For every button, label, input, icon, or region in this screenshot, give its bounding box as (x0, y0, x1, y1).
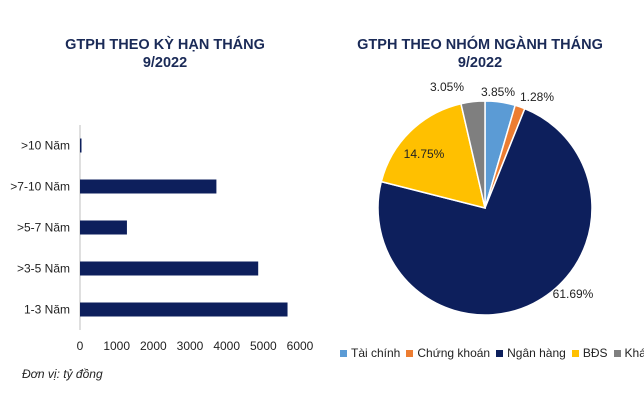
bar-chart-title-line2: 9/2022 (142, 55, 188, 71)
x-tick-label: 6000 (287, 339, 314, 353)
legend-label: Chứng khoán (417, 346, 491, 360)
legend-item: Chứng khoán (406, 346, 490, 360)
pie-legend: Tài chính Chứng khoán Ngân hàng BĐS Khác (340, 346, 644, 360)
category-label: >5-7 Năm (17, 221, 70, 235)
legend-item: BĐS (571, 346, 608, 360)
legend-swatch (496, 349, 504, 357)
pie-data-label: 14.75% (404, 147, 445, 161)
pie-slice (380, 102, 487, 210)
bar (80, 179, 217, 194)
legend-swatch (613, 349, 621, 357)
x-tick-label: 2000 (140, 339, 167, 353)
legend-label: BĐS (582, 346, 608, 360)
category-label: >3-5 Năm (17, 262, 70, 276)
bar-chart-title-line1: GTPH THEO KỲ HẠN THÁNG (65, 37, 265, 53)
bar (80, 220, 127, 235)
pie-data-label: 3.85% (481, 85, 515, 99)
legend-swatch (406, 349, 414, 357)
unit-footnote: Đơn vị: tỷ đồng (22, 367, 103, 381)
x-tick-label: 1000 (103, 339, 130, 353)
pie-data-label: 1.28% (520, 90, 554, 104)
pie-slice (460, 100, 486, 209)
legend-label: Tài chính (351, 346, 401, 360)
pie-data-label: 61.69% (553, 287, 594, 301)
pie-chart-title: GTPH THEO NHÓM NGÀNH THÁNG 9/2022 (330, 36, 630, 72)
legend-item: Tài chính (340, 346, 400, 360)
category-label: >10 Năm (21, 139, 70, 153)
legend-label: Ngân hàng (507, 346, 566, 360)
pie-data-label: 3.05% (430, 80, 464, 94)
pie-chart-title-line1: GTPH THEO NHÓM NGÀNH THÁNG (357, 37, 603, 53)
category-label: 1-3 Năm (24, 303, 70, 317)
legend-swatch (571, 349, 579, 357)
legend-swatch (340, 349, 347, 357)
legend-item: Ngân hàng (496, 346, 566, 360)
bar-chart-title: GTPH THEO KỲ HẠN THÁNG 9/2022 (40, 36, 290, 72)
bar (80, 302, 288, 317)
x-tick-label: 0 (77, 339, 84, 353)
legend-item: Khác (613, 346, 644, 360)
category-label: >7-10 Năm (10, 180, 70, 194)
x-tick-label: 4000 (213, 339, 240, 353)
legend-label: Khác (624, 346, 644, 360)
bar (80, 138, 82, 153)
x-tick-label: 3000 (177, 339, 204, 353)
pie-chart-title-line2: 9/2022 (457, 55, 503, 71)
pie-slice (377, 107, 593, 316)
bar (80, 261, 259, 276)
x-tick-label: 5000 (250, 339, 277, 353)
